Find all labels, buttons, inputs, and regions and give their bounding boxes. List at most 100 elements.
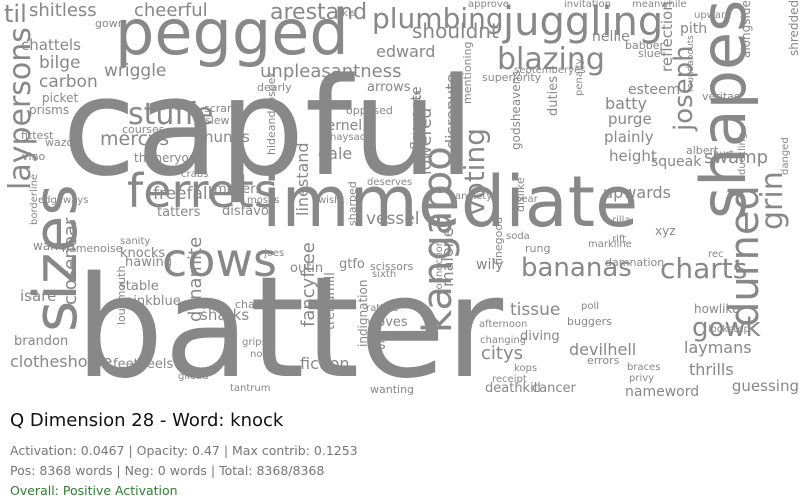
cloud-word: thitheryon (134, 151, 197, 165)
cloud-word: linestand (293, 142, 312, 216)
cloud-word: duckling (737, 132, 748, 175)
cloud-word: thrills (689, 360, 734, 379)
cloud-word: blazing (497, 42, 605, 77)
cloud-word: edgeways (38, 195, 89, 206)
cloud-word: capful (62, 49, 476, 206)
cloud-word: slew (205, 114, 230, 127)
cloud-word: warren (33, 239, 75, 253)
cloud-word: voting (458, 128, 491, 216)
cloud-word: veritas (702, 90, 740, 103)
cloud-word: juggling (503, 0, 664, 45)
cloud-word: nellie (592, 29, 630, 45)
cloud-word: fiction (300, 354, 350, 373)
cloud-word: vessel (366, 209, 420, 229)
cloud-word: sixth (372, 269, 397, 280)
cloud-word: nameword (625, 384, 700, 400)
cloud-word: danged (780, 137, 791, 175)
cloud-word: arrows (367, 80, 411, 95)
cloud-word: isare (20, 287, 57, 305)
cloud-word: namenoise (62, 242, 123, 255)
cloud-word: crabs (181, 169, 209, 180)
cloud-word: bilge (39, 53, 81, 73)
cloud-word: receipt (492, 374, 527, 385)
cloud-word: pith (680, 21, 708, 37)
cloud-word: rattles (366, 303, 399, 314)
cloud-word: privy (629, 373, 655, 384)
cloud-word: purge (608, 110, 652, 128)
cloud-word: tis (369, 337, 386, 353)
cloud-word: cheerful (134, 0, 208, 21)
cloud-word: swamp (704, 147, 769, 168)
cloud-word: mentioning (461, 41, 474, 104)
cloud-word: haysack (330, 132, 372, 143)
cloud-word: loudmouth (115, 265, 128, 325)
cloud-word: approve (468, 0, 509, 10)
cloud-word: pegged (115, 0, 349, 69)
cloud-word: chattels (21, 36, 81, 54)
cloud-word: upward (694, 10, 732, 21)
cloud-word: shoelaces (412, 90, 423, 140)
cloud-word: edward (376, 42, 436, 61)
cloud-word: dearly (257, 81, 292, 94)
overall-activation-label: Overall: Positive Activation (10, 483, 178, 498)
cloud-word: tissue (510, 300, 561, 320)
cloud-word: clotheshorse (10, 352, 113, 371)
cloud-word: xyz (655, 224, 676, 238)
cloud-word: sharped (346, 181, 359, 226)
cloud-word: tatters (157, 205, 201, 220)
cloud-word: courses (122, 123, 165, 136)
cloud-word: gtfo (339, 257, 365, 272)
cloud-word: stable (119, 279, 159, 294)
cloud-word: scram (204, 102, 238, 115)
cloud-word: pear (515, 194, 538, 205)
cloud-word: alongside (739, 0, 753, 58)
cloud-word: duties (546, 76, 561, 116)
cloud-word: gowk (692, 313, 761, 343)
cloud-word: outin (290, 261, 324, 276)
cloud-word: bananas (521, 253, 632, 283)
word-cloud: capful batter immediate pegged sizes ferrets c… (3, 0, 800, 400)
cloud-word: mercys (100, 128, 170, 150)
cloud-word: invitation (564, 0, 612, 10)
cloud-word: til (4, 0, 27, 28)
cloud-word: diving (520, 329, 560, 344)
cloud-word: cancer (532, 381, 576, 396)
cloud-word: rift (612, 234, 627, 245)
cloud-word: fancyfree (298, 242, 319, 327)
cloud-word: unpleasantness (260, 61, 402, 82)
cloud-word: squeak (651, 154, 702, 170)
cloud-word: picket (42, 91, 79, 105)
cloud-word: misters (214, 182, 263, 197)
cloud-word: wily (476, 257, 504, 273)
cloud-word: nunns (204, 128, 250, 146)
cloud-word: doves (369, 315, 408, 330)
cloud-word: arestand (270, 0, 368, 25)
cloud-word: howlike (694, 302, 740, 316)
cloud-word: scissors (370, 260, 414, 273)
cloud-word: moses (247, 195, 280, 206)
cloud-word: meanwhile (632, 0, 687, 10)
cloud-word: babber (625, 39, 664, 52)
cloud-word: gilead (178, 371, 209, 382)
cloud-word: deathkill (485, 381, 541, 396)
cloud-word: joes (264, 248, 285, 259)
cloud-word: markline (588, 239, 632, 250)
cloud-word: batty (605, 94, 647, 113)
cloud-word: closenear (60, 217, 81, 305)
cloud-word: shouldnt (412, 19, 499, 43)
cloud-word: reflection (658, 1, 676, 72)
cloud-word: braces (627, 362, 661, 373)
cloud-word: rilla (612, 215, 631, 226)
cloud-word: treadmill (323, 272, 338, 330)
caption-panel: Q Dimension 28 - Word: knock Activation:… (10, 410, 790, 501)
cloud-word: hurt (713, 149, 734, 160)
cloud-word: wanting (370, 383, 415, 396)
cloud-word: lockstep (708, 324, 750, 335)
cloud-word: rec (708, 249, 724, 260)
cloud-word: tantrum (230, 383, 271, 394)
cloud-word: skis (337, 8, 356, 19)
cloud-word: kernel (319, 118, 363, 134)
cloud-word: albert (686, 144, 719, 157)
cloud-word: finegood (492, 216, 505, 265)
cloud-word: wisht (318, 195, 345, 206)
